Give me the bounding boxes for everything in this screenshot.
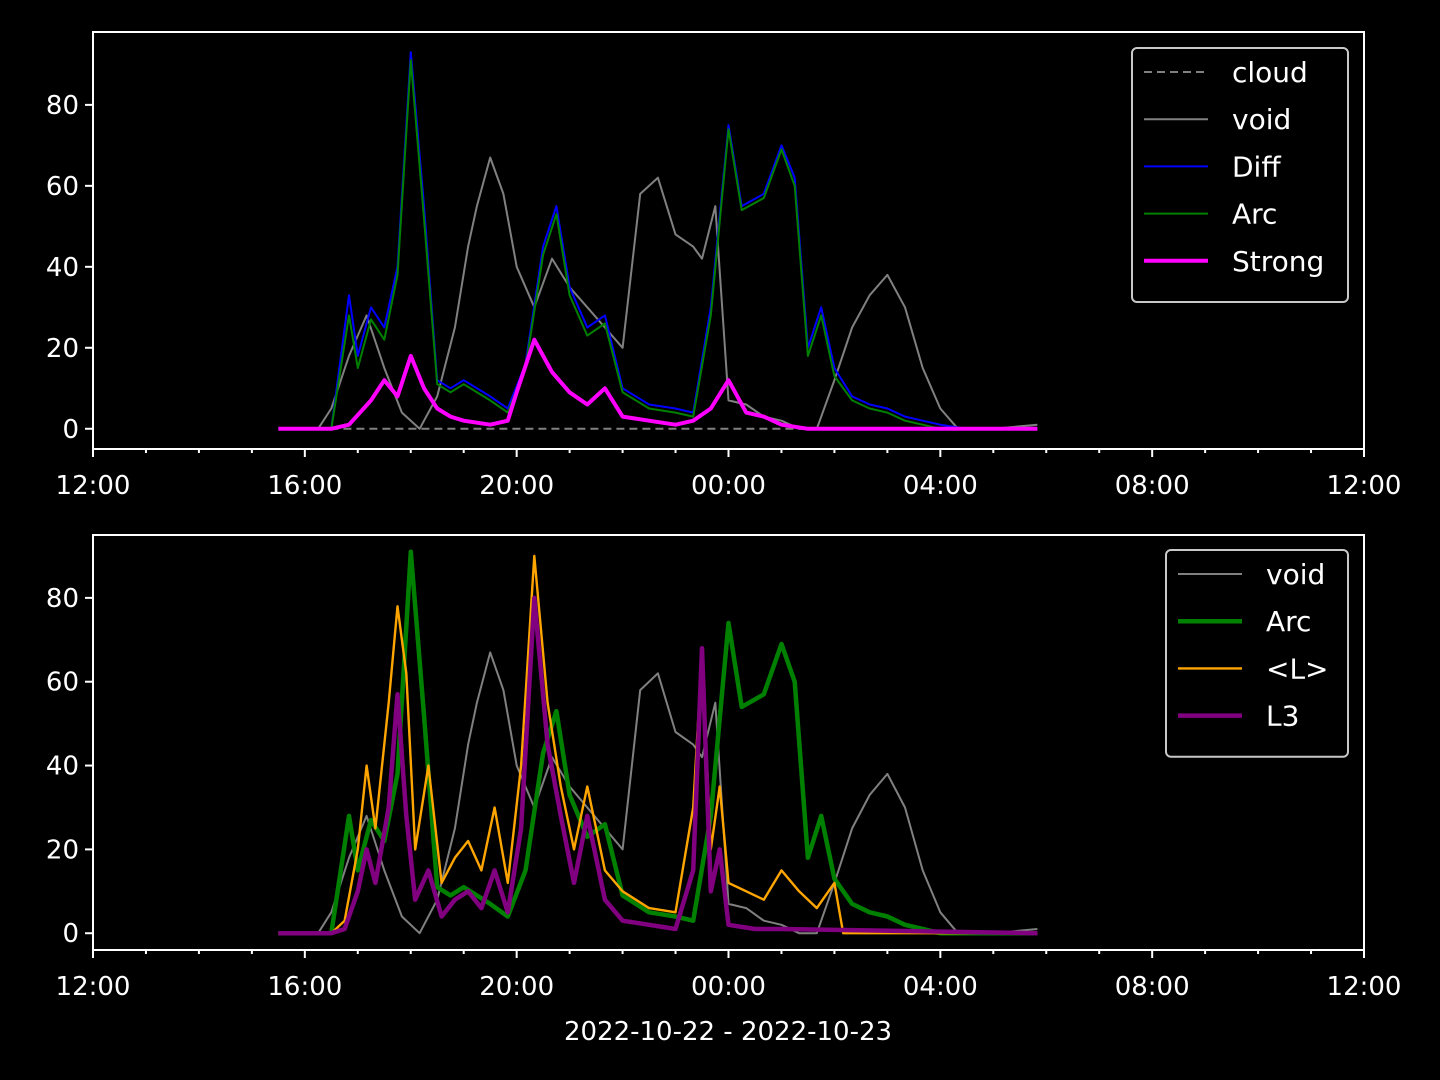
x-tick-label: 00:00 [691, 972, 766, 1002]
x-tick-label: 16:00 [267, 471, 342, 501]
x-tick-label: 12:00 [56, 471, 131, 501]
x-tick-label: 20:00 [479, 471, 554, 501]
x-tick-label: 16:00 [267, 972, 342, 1002]
series-line-strong [278, 337, 1038, 431]
x-tick-label: 00:00 [691, 471, 766, 501]
y-tick-label: 80 [46, 584, 79, 614]
y-tick-label: 20 [46, 835, 79, 865]
y-tick-label: 60 [46, 172, 79, 202]
series-line-l3 [278, 595, 1038, 936]
top-panel: 0 20 40 60 80 12:00 16:00 20:00 00:00 04:00 08:00 1… [46, 31, 1402, 501]
legend-box [1165, 549, 1349, 758]
series-line-l [278, 554, 1038, 935]
legend-label-strong: Strong [1232, 245, 1324, 278]
x-tick-label: 12:00 [1327, 471, 1402, 501]
x-tick-label: 20:00 [479, 972, 554, 1002]
y-tick-label: 40 [46, 752, 79, 782]
x-tick-label: 04:00 [903, 471, 978, 501]
y-tick-label: 20 [46, 334, 79, 364]
legend-label-arc: Arc [1232, 198, 1277, 231]
x-tick-label: 12:00 [1327, 972, 1402, 1002]
series-line-arc [278, 59, 1038, 430]
y-tick-label: 60 [46, 668, 79, 698]
legend-label-void: void [1266, 558, 1325, 591]
legend-box [1131, 47, 1349, 303]
y-tick-label: 0 [62, 415, 79, 445]
x-axis-label: 2022-10-22 - 2022-10-23 [564, 1017, 892, 1047]
series-line-void [278, 156, 1038, 430]
x-tick-label: 04:00 [903, 972, 978, 1002]
y-tick-label: 0 [62, 919, 79, 949]
series-line-arc [278, 549, 1038, 936]
x-tick-label: 08:00 [1115, 972, 1190, 1002]
x-tick-label: 08:00 [1115, 471, 1190, 501]
bottom-panel: 0 20 40 60 80 12:00 16:00 20:00 00:00 04:00 08:00 1… [46, 534, 1402, 1002]
y-tick-label: 40 [46, 253, 79, 283]
legend-label-diff: Diff [1232, 150, 1281, 183]
legend-label-void: void [1232, 103, 1291, 136]
legend-label-l3: L3 [1266, 700, 1299, 733]
legend-label-cloud: cloud [1232, 56, 1308, 89]
series-line-void [278, 651, 1038, 935]
y-tick-label: 80 [46, 91, 79, 121]
legend-label-arc: Arc [1266, 605, 1311, 638]
x-tick-label: 12:00 [56, 972, 131, 1002]
legend-label-l: <L> [1266, 652, 1329, 685]
